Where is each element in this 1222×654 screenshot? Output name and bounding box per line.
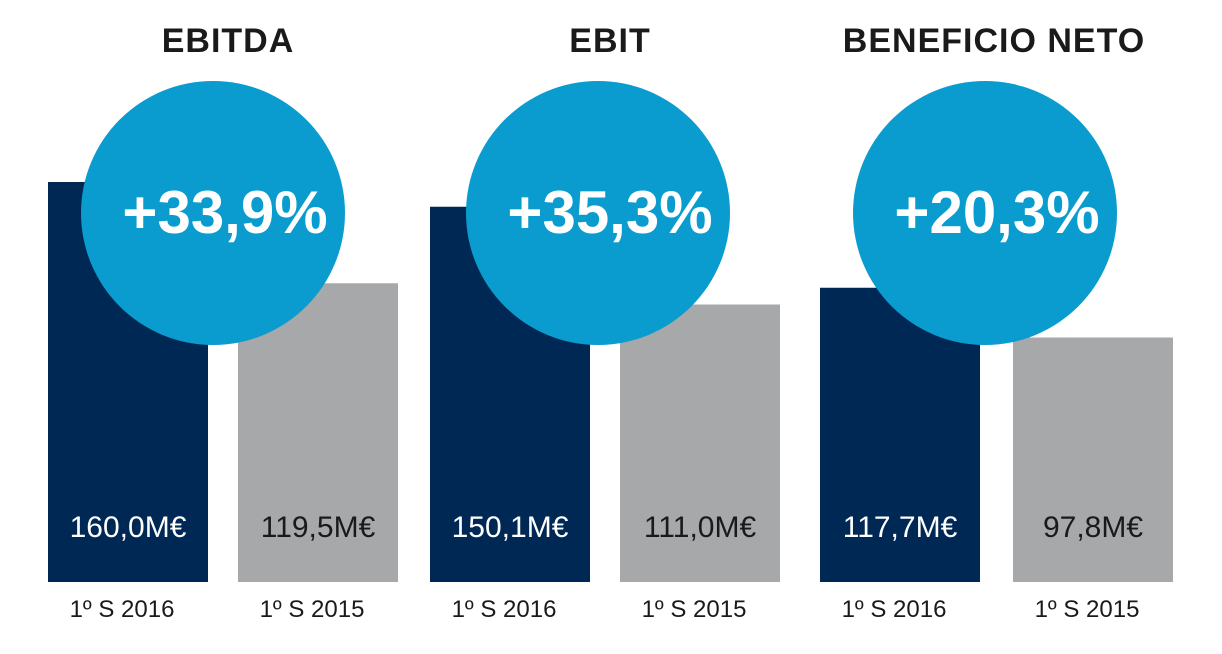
growth-percentage: +20,3% xyxy=(894,179,1099,246)
category-label: 1º S 2015 xyxy=(260,596,365,623)
category-label: 1º S 2016 xyxy=(70,596,175,623)
growth-circle xyxy=(466,81,730,345)
data-label: 117,7M€ xyxy=(843,511,958,544)
data-label: 97,8M€ xyxy=(1043,511,1143,544)
data-label: 119,5M€ xyxy=(261,511,376,544)
chart-title: EBIT xyxy=(569,22,650,60)
bar-2015 xyxy=(620,304,780,582)
chart-title: EBITDA xyxy=(162,22,295,60)
data-label: 150,1M€ xyxy=(452,511,569,544)
category-label: 1º S 2015 xyxy=(1035,596,1140,623)
data-label: 111,0M€ xyxy=(644,511,757,544)
data-label: 160,0M€ xyxy=(70,511,187,544)
bar-2015 xyxy=(1013,337,1173,582)
category-label: 1º S 2016 xyxy=(842,596,947,623)
chart-title: BENEFICIO NETO xyxy=(843,22,1145,60)
growth-percentage: +33,9% xyxy=(122,179,327,246)
category-label: 1º S 2016 xyxy=(452,596,557,623)
growth-circle xyxy=(853,81,1117,345)
growth-percentage: +35,3% xyxy=(507,179,712,246)
category-label: 1º S 2015 xyxy=(642,596,747,623)
growth-circle xyxy=(81,81,345,345)
